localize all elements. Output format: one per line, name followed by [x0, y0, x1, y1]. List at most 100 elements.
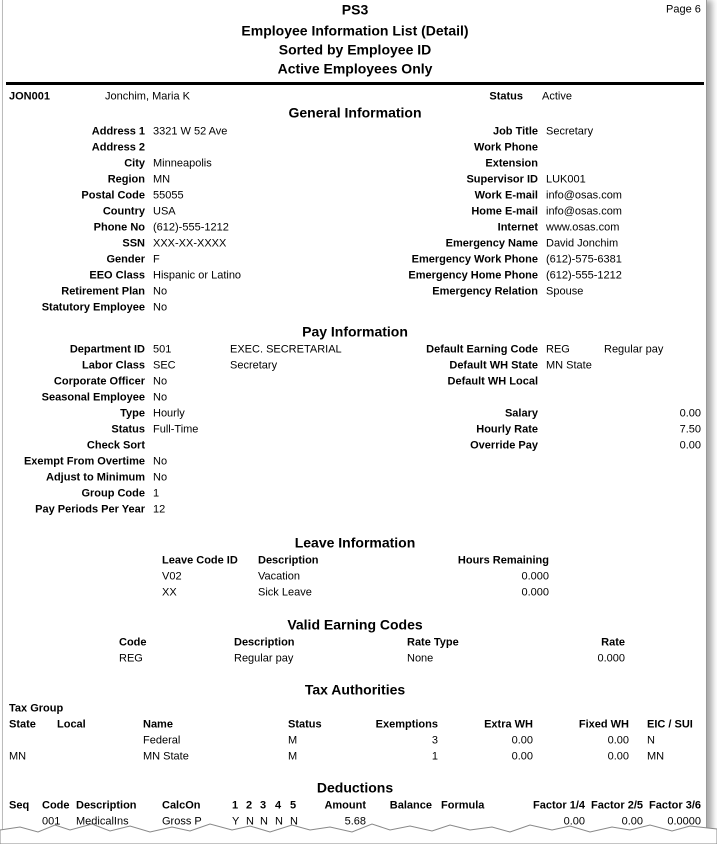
field-value: No — [153, 471, 168, 484]
column-header: Fixed WH — [578, 718, 629, 731]
field-label: Group Code — [81, 487, 145, 500]
field-label: Country — [102, 205, 145, 218]
field-value: Spouse — [546, 285, 584, 298]
field-value: REG — [546, 343, 570, 356]
table-cell: 001 — [42, 815, 61, 828]
employee-id: JON001 — [9, 90, 50, 103]
torn-edge — [0, 823, 717, 844]
field-value: MN — [153, 173, 171, 186]
torn-paper — [0, 823, 717, 844]
field-value: Hourly — [153, 407, 185, 420]
field-label: Home E-mail — [471, 205, 538, 218]
column-header: State — [9, 718, 36, 731]
table-cell: Y — [232, 815, 240, 828]
field-label: Default Earning Code — [426, 343, 538, 356]
field-value: No — [153, 301, 168, 314]
column-header: Formula — [441, 799, 485, 812]
field-value: No — [153, 391, 168, 404]
table-cell: Sick Leave — [258, 586, 312, 599]
field-label: Extension — [485, 157, 538, 170]
table-cell: 3 — [431, 734, 438, 747]
table-cell: 0.00 — [511, 734, 533, 747]
report-sort: Sorted by Employee ID — [278, 41, 432, 58]
field-value: Secretary — [546, 125, 594, 138]
field-label: Default WH Local — [447, 375, 538, 388]
field-label: Seasonal Employee — [41, 391, 145, 404]
field-label: Exempt From Overtime — [23, 455, 145, 468]
field-value: SEC — [153, 359, 176, 372]
field-label: Salary — [504, 407, 538, 420]
column-header: Factor 2/5 — [591, 799, 643, 812]
field-amount: 0.00 — [679, 439, 701, 452]
column-header: Name — [143, 718, 173, 731]
field-value: F — [153, 253, 160, 266]
field-label: Gender — [106, 253, 145, 266]
column-header: EIC / SUI — [647, 718, 693, 731]
table-cell: Gross P — [162, 815, 202, 828]
page-number: Page 6 — [666, 3, 701, 16]
company-name: PS3 — [341, 1, 369, 18]
report-title: Employee Information List (Detail) — [241, 22, 469, 39]
field-value: Hispanic or Latino — [153, 269, 242, 282]
field-label: Supervisor ID — [466, 173, 538, 186]
field-label: Labor Class — [82, 359, 145, 372]
column-header: Rate — [601, 636, 625, 649]
table-cell: MN State — [143, 750, 189, 763]
field-value: No — [153, 285, 168, 298]
table-cell: Regular pay — [234, 652, 294, 665]
column-header: Rate Type — [407, 636, 459, 649]
table-cell: 0.000 — [597, 652, 625, 665]
table-cell: M — [288, 734, 298, 747]
field-value: 55055 — [153, 189, 184, 202]
table-cell: 0.00 — [563, 815, 585, 828]
field-value: 1 — [153, 487, 160, 500]
table-cell: N — [647, 734, 655, 747]
column-header: Status — [288, 718, 322, 731]
column-header: CalcOn — [162, 799, 201, 812]
field-value: 12 — [153, 503, 166, 516]
employee-name: Jonchim, Maria K — [105, 90, 190, 103]
section-title: General Information — [288, 104, 422, 121]
column-header: Seq — [9, 799, 30, 812]
column-header: 5 — [290, 799, 297, 812]
table-cell: XX — [162, 586, 177, 599]
field-label: SSN — [122, 237, 145, 250]
field-value: David Jonchim — [546, 237, 619, 250]
field-value: USA — [153, 205, 176, 218]
table-cell: 0.000 — [521, 586, 549, 599]
field-label: Statutory Employee — [41, 301, 145, 314]
table-cell: 0.00 — [621, 815, 643, 828]
field-amount: 0.00 — [679, 407, 701, 420]
column-header: Code — [42, 799, 70, 812]
field-label: Retirement Plan — [61, 285, 145, 298]
table-cell: N — [290, 815, 298, 828]
table-cell: 0.000 — [521, 570, 549, 583]
field-label: Corporate Officer — [53, 375, 145, 388]
field-value: (612)-575-6381 — [546, 253, 622, 266]
field-value: 3321 W 52 Ave — [153, 125, 228, 138]
column-header: Description — [76, 799, 137, 812]
field-label: Job Title — [492, 125, 538, 138]
table-cell: 0.00 — [511, 750, 533, 763]
column-header: Extra WH — [484, 718, 533, 731]
column-header: Local — [57, 718, 86, 731]
table-cell: 0.0000 — [667, 815, 701, 828]
field-value: (612)-555-1212 — [153, 221, 229, 234]
table-cell: N — [275, 815, 283, 828]
field-label: Emergency Home Phone — [408, 269, 538, 282]
field-value: Full-Time — [153, 423, 199, 436]
header-rule — [6, 82, 704, 85]
field-value: No — [153, 375, 168, 388]
field-label: Internet — [497, 221, 538, 234]
field-label: Address 2 — [91, 141, 145, 154]
column-header: 4 — [275, 799, 282, 812]
field-label: EEO Class — [89, 269, 145, 282]
field-label: Check Sort — [86, 439, 145, 452]
field-label: Override Pay — [470, 439, 538, 452]
field-value: info@osas.com — [546, 205, 622, 218]
field-label: Hourly Rate — [476, 423, 538, 436]
table-cell: None — [407, 652, 434, 665]
report-filter: Active Employees Only — [277, 60, 433, 77]
